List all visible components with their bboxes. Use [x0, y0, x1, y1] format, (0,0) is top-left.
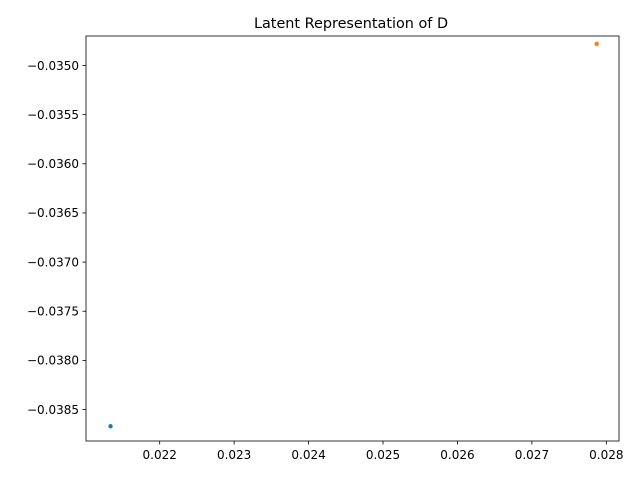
y-tick-label: −0.0350	[27, 59, 79, 73]
axes-frame	[85, 35, 620, 442]
x-tick-label: 0.027	[515, 448, 549, 462]
x-tick-label: 0.022	[143, 448, 177, 462]
x-tick-label: 0.023	[217, 448, 251, 462]
plot-area: 0.022 0.023 0.024 0.025 0.026 0.027 0.028 −0.03…	[27, 35, 624, 462]
x-tick-label: 0.028	[589, 448, 623, 462]
y-tick-label: −0.0380	[27, 354, 79, 368]
y-tick-label: −0.0365	[27, 206, 79, 220]
x-tick-label: 0.024	[291, 448, 325, 462]
y-tick-label: −0.0375	[27, 305, 79, 319]
data-point-series-1	[108, 424, 113, 429]
y-tick-label: −0.0355	[27, 108, 79, 122]
y-tick-label: −0.0385	[27, 403, 79, 417]
y-tick-label: −0.0370	[27, 255, 79, 269]
x-tick-label: 0.026	[440, 448, 474, 462]
chart-title: Latent Representation of D	[254, 16, 448, 32]
y-tick-label: −0.0360	[27, 157, 79, 171]
x-tick-label: 0.025	[366, 448, 400, 462]
data-point-series-2	[594, 41, 599, 47]
